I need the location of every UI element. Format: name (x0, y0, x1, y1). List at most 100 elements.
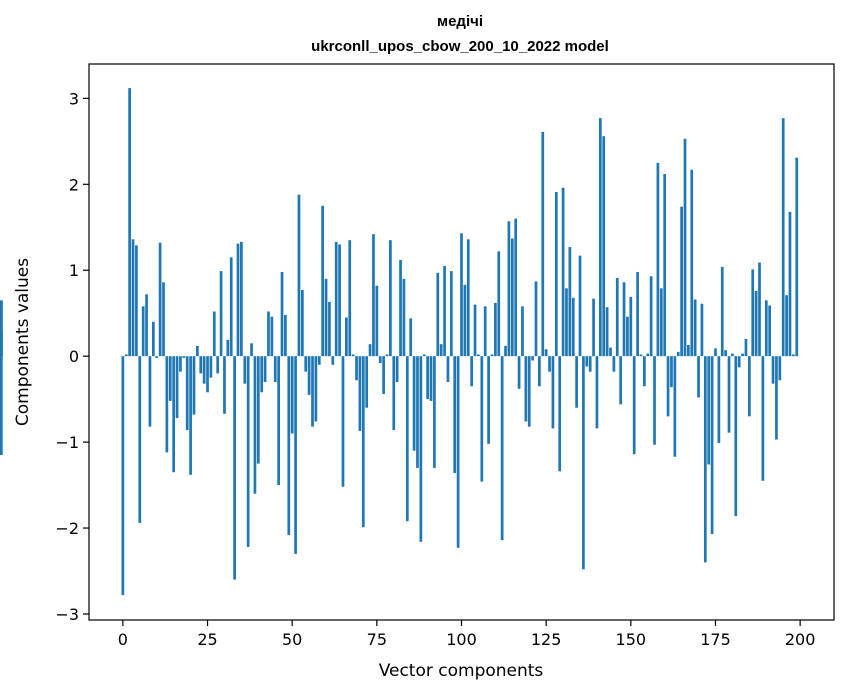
bar (534, 281, 538, 357)
bar (243, 356, 247, 384)
bar (626, 316, 629, 357)
bar (236, 243, 240, 357)
bar (544, 349, 548, 357)
bar (385, 354, 389, 357)
bar (585, 356, 589, 367)
bar (629, 296, 633, 357)
bar (351, 354, 355, 357)
bar (436, 272, 440, 357)
bar (714, 348, 717, 357)
chart-subtitle: ukrconll_upos_cbow_200_10_2022 model (311, 38, 609, 55)
bar (405, 356, 409, 522)
bar (240, 241, 243, 357)
bar (470, 356, 474, 387)
bar (670, 356, 673, 388)
bar (253, 356, 257, 494)
bar (768, 305, 772, 357)
bar (365, 356, 369, 408)
x-tick-label: 25 (197, 630, 217, 649)
y-axis-label: Components values (13, 258, 33, 426)
bar (277, 356, 280, 486)
bar (361, 356, 365, 528)
bar (710, 356, 714, 535)
bar (751, 269, 755, 357)
x-tick-label: 150 (616, 630, 647, 649)
bar (666, 356, 670, 417)
bar (185, 356, 189, 431)
bar (700, 303, 704, 357)
bar (358, 356, 362, 431)
bar (229, 257, 233, 357)
bar (781, 118, 785, 357)
bar (527, 356, 531, 427)
bar (402, 278, 406, 357)
y-tick-label: 3 (69, 89, 79, 108)
bar (368, 344, 372, 357)
bar (0, 356, 3, 456)
bar (433, 356, 436, 468)
bar (548, 356, 551, 372)
x-tick-label: 175 (700, 630, 731, 649)
bar (256, 356, 260, 464)
bar (663, 174, 667, 357)
bar (250, 343, 253, 357)
bar (463, 284, 467, 357)
bar (720, 266, 724, 357)
bar (649, 276, 653, 357)
bar (168, 356, 172, 401)
bar (294, 356, 297, 554)
bar (443, 265, 446, 357)
bar (758, 262, 761, 357)
bar (761, 356, 765, 481)
bar (216, 356, 220, 374)
bar (219, 271, 223, 357)
bar (538, 356, 541, 387)
bar (612, 356, 616, 372)
bar (490, 354, 494, 357)
bar (565, 288, 568, 357)
bar (551, 356, 555, 429)
bar (260, 356, 264, 393)
bar (348, 240, 352, 357)
bar (477, 354, 480, 357)
bar (504, 345, 507, 357)
bar (741, 353, 744, 357)
bar (592, 298, 595, 357)
bar (619, 356, 623, 405)
bar (615, 277, 619, 357)
bar (578, 255, 582, 357)
bar (392, 356, 396, 431)
bar (223, 356, 226, 414)
bar (304, 356, 308, 372)
bar (734, 356, 738, 517)
bar (338, 244, 341, 357)
bar (466, 239, 470, 357)
bar (771, 356, 775, 384)
bar (507, 221, 511, 357)
bar (321, 205, 325, 357)
x-tick-label: 50 (282, 630, 302, 649)
bar (453, 356, 457, 474)
bar (409, 318, 413, 357)
bar (179, 356, 182, 372)
bar (697, 356, 700, 398)
bar (500, 356, 504, 541)
bar (683, 138, 687, 357)
bar (375, 285, 379, 357)
bar (727, 356, 731, 433)
bar (524, 356, 528, 422)
bar (707, 356, 711, 465)
bar (334, 241, 338, 357)
bar (588, 356, 592, 372)
bar (754, 290, 758, 357)
bar (226, 339, 230, 357)
bar (680, 206, 683, 357)
bar (514, 218, 518, 357)
bar (345, 317, 348, 357)
bar (653, 356, 656, 445)
bar (331, 356, 335, 365)
bar (378, 356, 382, 364)
bar (558, 356, 562, 472)
